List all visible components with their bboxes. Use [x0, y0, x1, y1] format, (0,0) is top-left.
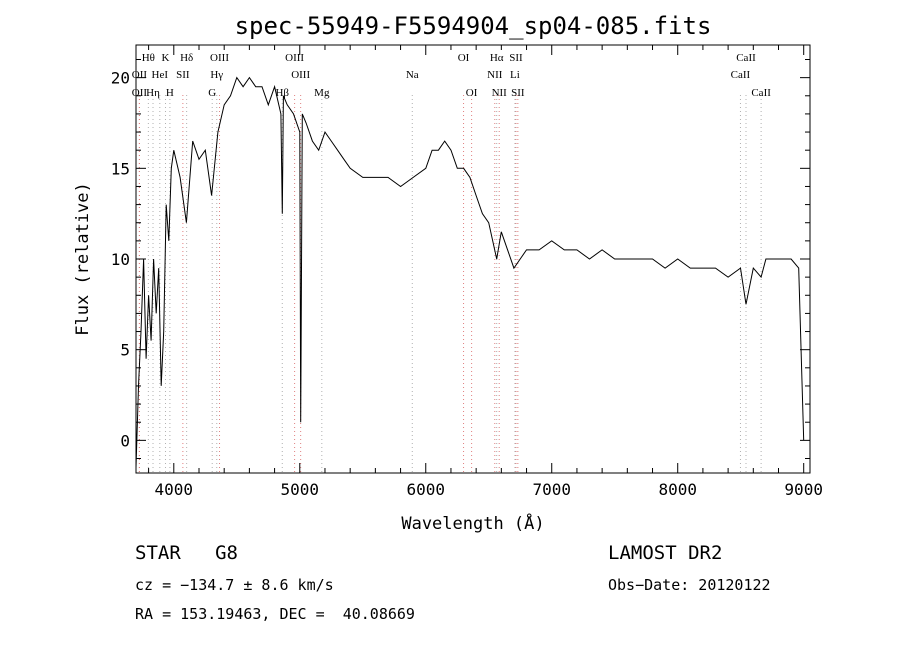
line-label-0: Hθ — [142, 52, 155, 64]
y-tick-label-4: 20 — [111, 69, 130, 88]
x-tick-label-0: 4000 — [155, 480, 194, 499]
x-tick-label-3: 7000 — [532, 480, 571, 499]
line-label-3: OII — [132, 69, 148, 81]
ra-dec-coordinates: RA = 153.19463, DEC = 40.08669 — [135, 605, 415, 623]
x-axis-ticks: 4000 5000 6000 7000 8000 9000 — [148, 45, 823, 499]
line-label-14: Hβ — [275, 87, 289, 99]
x-axis-label: Wavelength (Å) — [401, 512, 544, 534]
line-label-25: CaII — [731, 69, 751, 81]
line-label-7: Hη — [146, 87, 160, 99]
line-label-23: NII — [492, 87, 508, 99]
y-tick-label-0: 0 — [120, 431, 130, 450]
spectrum-series-line — [135, 76, 805, 468]
line-label-2: Hδ — [180, 52, 193, 64]
y-axis-ticks: 0 5 10 15 20 — [111, 59, 810, 459]
line-label-6: OII — [132, 87, 148, 99]
observation-date: Obs−Date: 20120122 — [608, 576, 771, 594]
line-label-11: G — [208, 87, 216, 99]
redshift-cz: cz = −134.7 ± 8.6 km/s — [135, 576, 334, 594]
y-tick-label-1: 5 — [120, 341, 130, 360]
line-label-26: CaII — [736, 52, 756, 64]
line-label-8: H — [166, 87, 174, 99]
plot-frame — [135, 44, 811, 474]
x-tick-label-1: 5000 — [281, 480, 320, 499]
line-label-5: SII — [176, 69, 190, 81]
line-label-9: OIII — [210, 52, 229, 64]
x-tick-label-4: 8000 — [658, 480, 697, 499]
y-tick-label-3: 15 — [111, 159, 130, 178]
chart-title: spec-55949-F5594904_sp04-085.fits — [235, 12, 712, 40]
line-label-18: OI — [466, 87, 478, 99]
line-label-21: NII — [487, 69, 503, 81]
line-label-1: K — [162, 52, 170, 64]
line-label-13: OIII — [291, 69, 310, 81]
line-label-12: OIII — [285, 52, 304, 64]
y-axis-label: Flux (relative) — [73, 182, 93, 336]
line-label-15: Mg — [314, 87, 330, 99]
line-label-16: Na — [406, 69, 419, 81]
line-label-24: SII — [511, 87, 525, 99]
line-label-17: OI — [458, 52, 470, 64]
x-tick-label-5: 9000 — [784, 480, 823, 499]
line-label-22: Li — [510, 69, 520, 81]
line-label-4: HeI — [152, 69, 169, 81]
line-label-27: CaII — [751, 87, 771, 99]
line-label-19: Hα — [490, 52, 504, 64]
line-label-10: Hγ — [210, 69, 223, 81]
y-tick-label-2: 10 — [111, 250, 130, 269]
object-class: STAR G8 — [135, 542, 238, 564]
line-label-20: SII — [509, 52, 523, 64]
x-tick-label-2: 6000 — [406, 480, 445, 499]
survey-name: LAMOST DR2 — [608, 542, 723, 564]
